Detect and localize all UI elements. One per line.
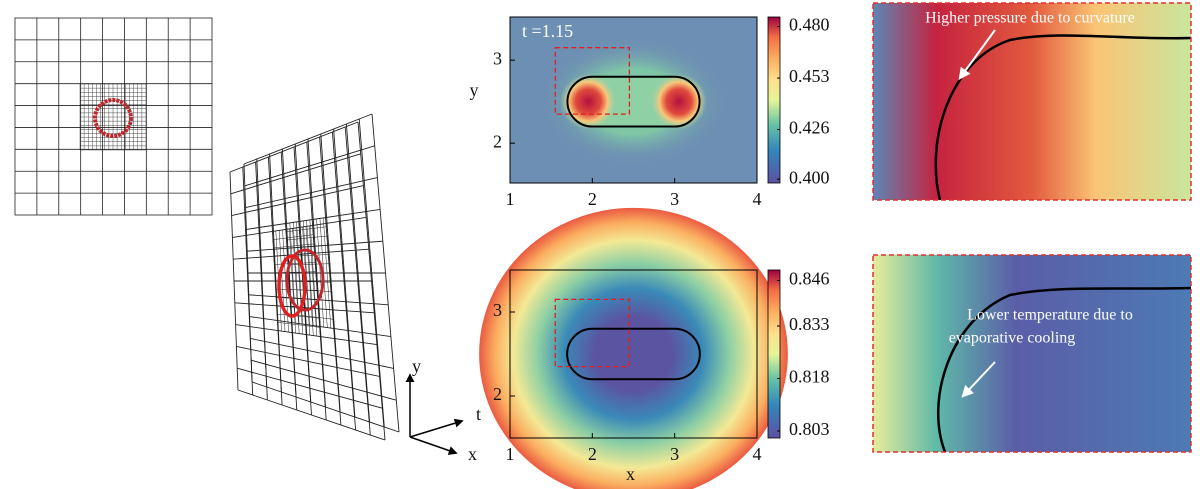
mesh-fine xyxy=(291,322,335,329)
droplet xyxy=(285,248,325,312)
interface xyxy=(566,327,701,381)
mesh-fine xyxy=(309,225,318,337)
field xyxy=(560,73,617,130)
droplet xyxy=(93,98,133,138)
zoom-panel: Lower temperature due to evaporative coo… xyxy=(872,254,1192,453)
zoom-annotation: evaporative cooling xyxy=(949,330,1076,347)
colorbar-tick-label: 0.803 xyxy=(789,419,830,439)
mesh-line xyxy=(237,389,386,441)
x-tick-label: 4 xyxy=(753,444,762,464)
colorbar-tick-label: 0.480 xyxy=(789,15,830,35)
interface xyxy=(566,75,701,128)
mesh-line xyxy=(345,123,371,423)
mesh-line xyxy=(358,118,385,428)
zoom-panel: Higher pressure due to curvature xyxy=(872,2,1192,201)
plot-frame xyxy=(509,269,758,439)
droplet xyxy=(277,254,307,318)
mesh-border xyxy=(14,17,213,216)
mesh-line xyxy=(357,121,386,441)
triad-label: x xyxy=(468,444,477,464)
zoom-annotation: Lower temperature due to xyxy=(967,307,1133,324)
x-tick-label: 2 xyxy=(588,444,597,464)
mesh-3d xyxy=(229,113,400,441)
y-tick-label: 2 xyxy=(493,131,502,151)
x-tick-label: 1 xyxy=(506,444,515,464)
y-tick-label: 3 xyxy=(493,300,502,320)
axis-triad xyxy=(405,373,464,455)
mesh-line xyxy=(319,136,342,426)
mesh-line xyxy=(371,113,400,433)
x-axis-label: x xyxy=(626,464,635,484)
time-label: t =1.15 xyxy=(522,21,573,41)
mesh-2d xyxy=(14,17,213,216)
zoom-annotation: Higher pressure due to curvature xyxy=(925,10,1135,27)
colorbar-tick-label: 0.426 xyxy=(789,118,830,138)
colorbar-tick-label: 0.400 xyxy=(789,167,830,187)
mesh-fine xyxy=(291,314,334,320)
colorbar-tick-label: 0.846 xyxy=(789,269,830,289)
colorbar xyxy=(767,16,781,184)
mesh-fine xyxy=(312,225,321,337)
zoom-box xyxy=(554,298,631,368)
field xyxy=(479,207,788,489)
colorbar xyxy=(767,269,781,439)
x-tick-label: 3 xyxy=(670,444,679,464)
triad-label: y xyxy=(412,356,421,376)
zoom-box xyxy=(554,47,631,115)
mesh-line xyxy=(237,367,383,409)
field xyxy=(650,73,707,130)
colorbar-tick-label: 0.453 xyxy=(789,66,830,86)
y-tick-label: 3 xyxy=(493,48,502,68)
mesh-line xyxy=(331,131,357,431)
colorbar-tick-label: 0.818 xyxy=(789,367,830,387)
mesh-line xyxy=(344,126,371,436)
mesh-line xyxy=(333,128,356,418)
mesh-fine xyxy=(277,322,320,328)
mesh-line xyxy=(236,345,380,377)
mesh-fine xyxy=(277,313,320,319)
triad-label: t xyxy=(476,404,481,424)
x-tick-label: 3 xyxy=(670,189,679,209)
x-tick-label: 2 xyxy=(588,189,597,209)
y-axis-label: y xyxy=(470,80,479,100)
mesh-fine xyxy=(277,330,321,337)
x-tick-label: 1 xyxy=(506,189,515,209)
x-tick-label: 4 xyxy=(753,189,762,209)
y-tick-label: 2 xyxy=(493,384,502,404)
plot-frame xyxy=(509,16,758,184)
colorbar-tick-label: 0.833 xyxy=(789,314,830,334)
